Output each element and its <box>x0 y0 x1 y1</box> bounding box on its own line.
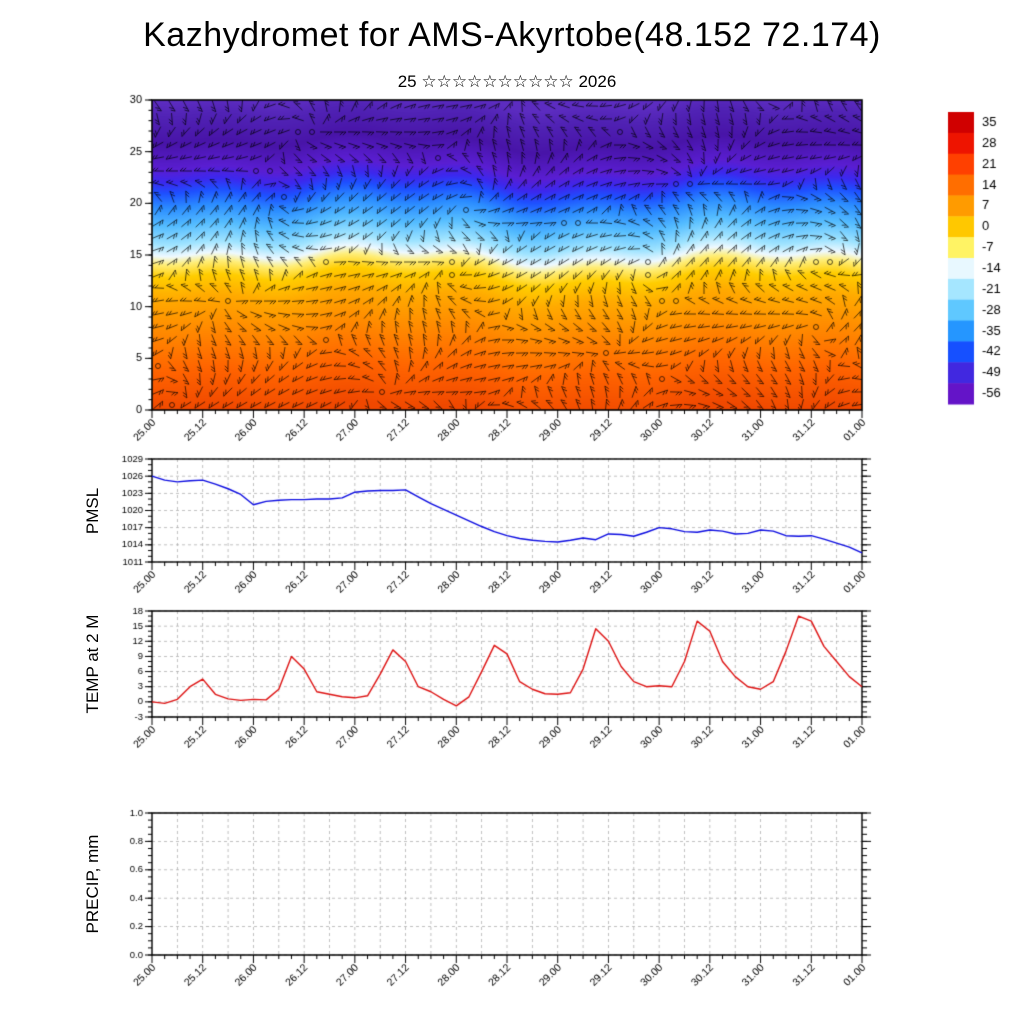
precip-axis-label: PRECIP, mm <box>83 834 102 934</box>
temp-axis-label: TEMP at 2 M <box>83 614 102 714</box>
page-title: Kazhydromet for AMS-Akyrtobe(48.152 72.1… <box>143 16 881 54</box>
pmsl-axis-label: PMSL <box>83 487 102 535</box>
chart-subtitle: 25 ☆☆☆☆☆☆☆☆☆☆ 2026 <box>397 72 617 91</box>
